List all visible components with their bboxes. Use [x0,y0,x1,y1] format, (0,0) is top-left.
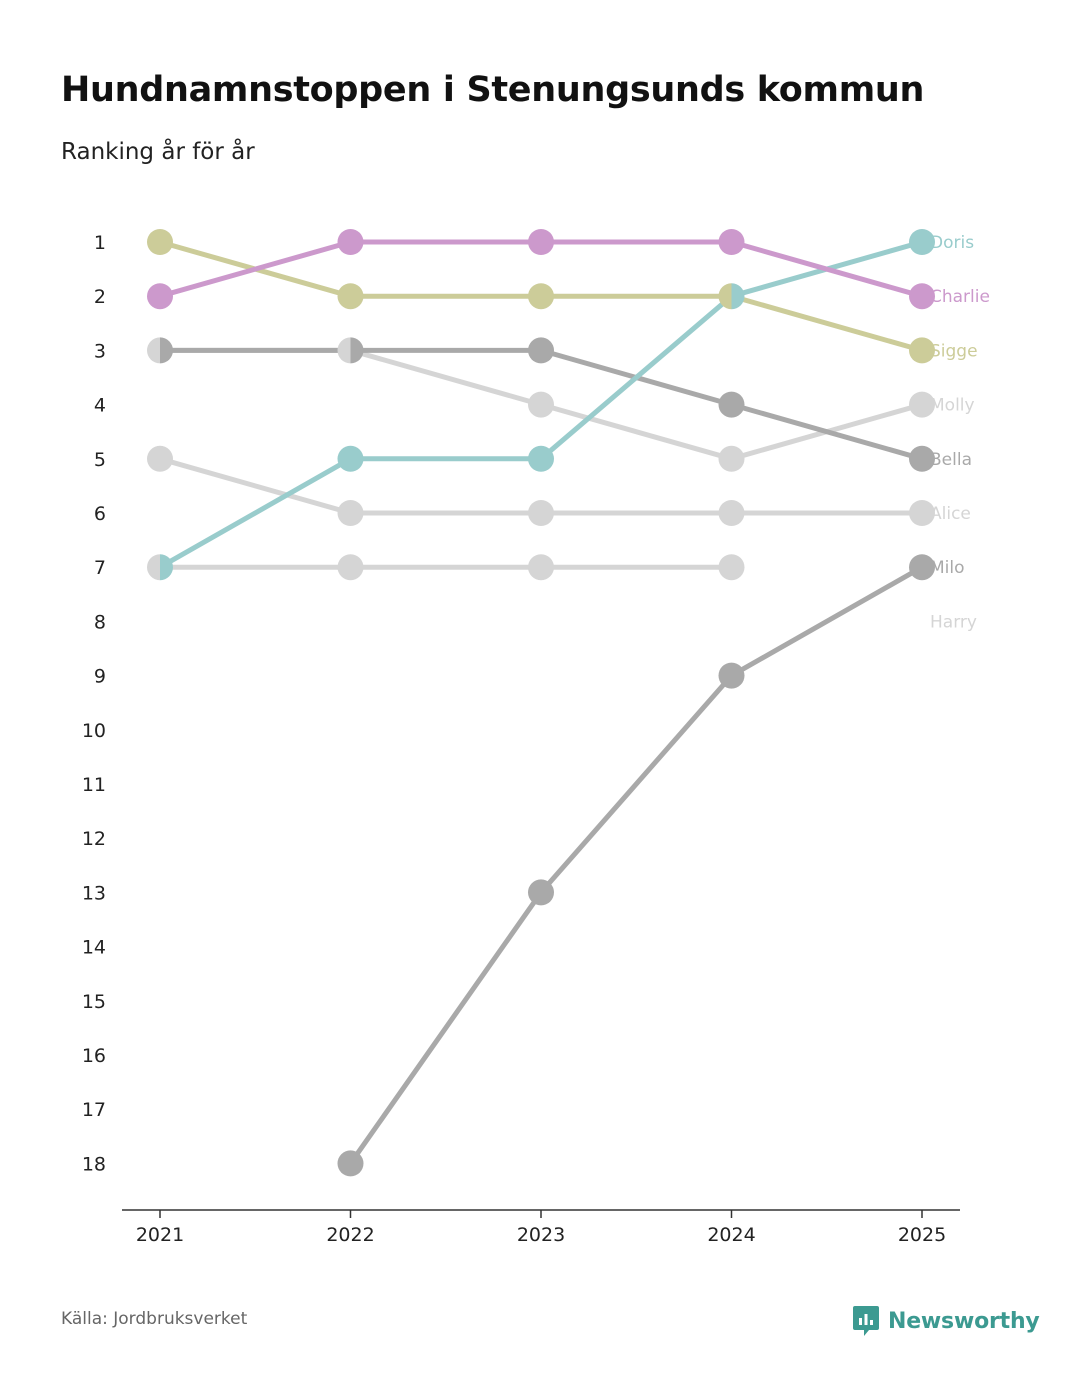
y-tick-label-18: 18 [82,1153,106,1175]
marker-molly-2025 [909,391,935,418]
marker-harry-2021 [147,554,160,581]
marker-milo-2025 [909,554,935,581]
marker-harry-2023 [528,554,554,581]
marker-alice-2022 [337,500,364,526]
marker-doris-2021 [160,554,173,581]
y-tick-label-13: 13 [82,882,106,904]
x-tick-label-2024: 2024 [707,1224,755,1246]
marker-doris-2025 [909,229,935,255]
marker-doris-2023 [528,445,554,472]
marker-charlie-2025 [909,283,935,310]
marker-sigge-2022 [337,283,364,310]
y-tick-label-12: 12 [82,828,106,850]
marker-molly-2023 [528,391,554,418]
x-tick-label-2023: 2023 [517,1224,565,1246]
source-note: Källa: Jordbruksverket [61,1309,248,1329]
y-tick-label-9: 9 [94,666,106,688]
y-tick-label-4: 4 [94,395,106,417]
marker-alice-2025 [909,500,935,526]
marker-bella-2022 [350,337,364,364]
series-line-milo [348,564,925,1166]
marker-molly-2022 [337,337,351,364]
y-tick-label-10: 10 [82,720,106,742]
y-tick-label-6: 6 [94,503,106,525]
marker-bella-2023 [528,337,554,364]
marker-molly-2024 [718,445,745,472]
marker-milo-2023 [528,879,554,906]
marker-sigge-2023 [528,283,554,310]
end-label-bella: Bella [930,450,972,470]
marker-bella-2021 [160,337,173,364]
end-label-charlie: Charlie [930,287,990,307]
end-label-molly: Molly [930,396,975,416]
marker-charlie-2024 [718,229,745,255]
y-tick-label-16: 16 [82,1045,106,1067]
x-tick-label-2025: 2025 [898,1224,946,1246]
brand-name: Newsworthy [888,1308,1040,1334]
end-label-doris: Doris [930,233,974,253]
marker-charlie-2023 [528,229,554,255]
y-tick-label-3: 3 [94,340,106,362]
newsworthy-logo-icon [853,1306,879,1336]
y-tick-label-8: 8 [94,611,106,633]
marker-bella-2024 [718,391,745,418]
end-label-harry: Harry [930,612,977,632]
end-label-alice: Alice [930,504,971,524]
y-tick-label-15: 15 [82,991,106,1013]
x-tick-label-2021: 2021 [136,1224,184,1246]
y-tick-label-17: 17 [82,1099,106,1121]
y-tick-label-11: 11 [82,774,106,796]
end-label-milo: Milo [930,558,965,578]
marker-sigge-2024 [718,283,732,310]
y-tick-label-2: 2 [94,286,106,308]
marker-alice-2024 [718,500,745,526]
y-tick-label-7: 7 [94,557,106,579]
marker-molly-2021 [147,337,160,364]
y-tick-label-5: 5 [94,449,106,471]
y-tick-label-14: 14 [82,937,106,959]
marker-charlie-2021 [147,283,173,310]
marker-alice-2021 [147,445,173,472]
marker-doris-2024 [731,283,745,310]
marker-doris-2022 [337,445,364,472]
marker-bella-2025 [909,445,935,472]
x-tick-label-2022: 2022 [326,1224,374,1246]
marker-harry-2022 [337,554,364,581]
marker-alice-2023 [528,500,554,526]
chart-title: Hundnamnstoppen i Stenungsunds kommun [61,70,925,110]
y-tick-label-1: 1 [94,232,106,254]
marker-milo-2024 [718,662,745,689]
marker-harry-2024 [718,554,745,581]
end-label-sigge: Sigge [930,341,978,361]
marker-sigge-2021 [147,229,173,255]
chart-subtitle: Ranking år för år [61,139,255,165]
marker-charlie-2022 [337,229,364,255]
brand-logo: Newsworthy [852,1304,1040,1338]
marker-sigge-2025 [909,337,935,364]
marker-milo-2022 [337,1150,364,1177]
